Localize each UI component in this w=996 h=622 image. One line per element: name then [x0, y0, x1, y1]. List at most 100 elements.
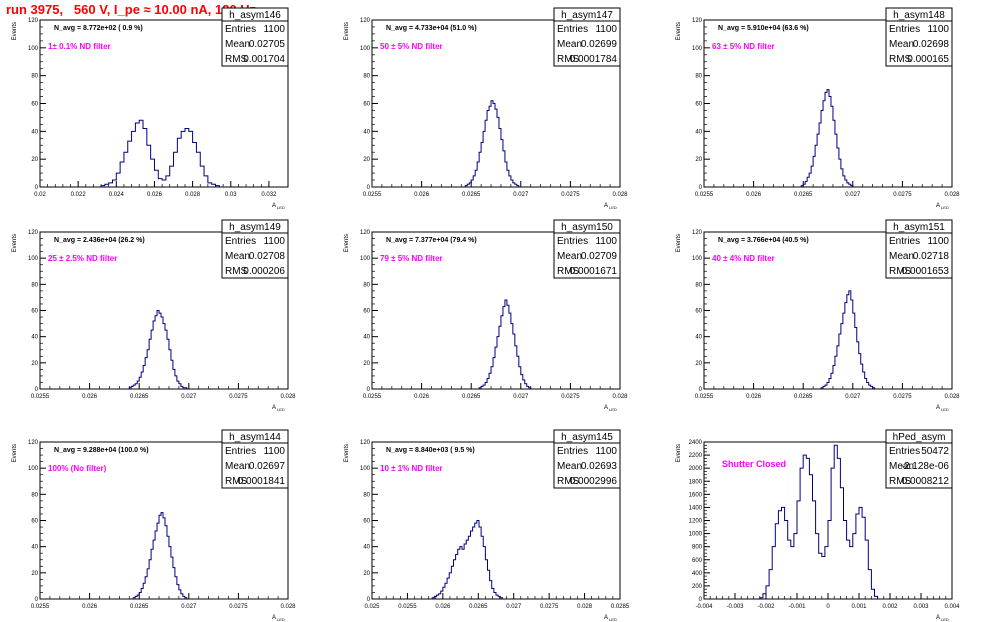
- x-axis-title-subscript: LED: [609, 205, 617, 210]
- y-tick-label: 20: [363, 571, 370, 577]
- filter-label: 10 ± 1% ND filter: [380, 464, 443, 473]
- x-tick-label: 0.028: [577, 604, 593, 610]
- stats-mean-value: 0.02697: [249, 461, 286, 472]
- x-axis-title: A: [272, 203, 276, 209]
- x-tick-label: 0.0275: [229, 394, 248, 400]
- stats-rms-label: RMS: [889, 476, 912, 487]
- navg-label: N_avg = 7.377e+04 (79.4 %): [386, 237, 477, 244]
- x-axis-title: A: [936, 203, 940, 209]
- x-tick-label: 0.028: [185, 192, 201, 198]
- stats-box: [221, 429, 289, 489]
- y-tick-label: 2400: [689, 440, 703, 446]
- y-tick-label: 80: [363, 282, 370, 288]
- stats-mean-value: -2.128e-06: [901, 461, 950, 472]
- x-tick-label: 0.027: [181, 604, 197, 610]
- y-tick-label: 1800: [689, 479, 703, 485]
- y-tick-label: 80: [363, 492, 370, 498]
- x-tick-label: 0.0275: [893, 394, 912, 400]
- y-tick-label: 2000: [689, 466, 703, 472]
- stats-mean-label: Mean: [889, 251, 914, 262]
- x-axis-title: A: [272, 405, 276, 411]
- histogram-series-h_asym145: [431, 520, 503, 599]
- stats-entries-label: Entries: [557, 446, 588, 457]
- stats-mean-value: 0.02708: [249, 251, 286, 262]
- stats-hist-name: h_asym148: [893, 10, 945, 21]
- x-axis-title: A: [936, 405, 940, 411]
- y-tick-label: 120: [692, 18, 703, 24]
- stats-entries-value: 50472: [921, 446, 949, 457]
- stats-entries-label: Entries: [225, 446, 256, 457]
- y-tick-label: 20: [695, 157, 702, 163]
- filter-label: 25 ± 2.5% ND filter: [48, 254, 117, 263]
- stats-entries-value: 1100: [927, 24, 949, 35]
- y-tick-label: 120: [692, 230, 703, 236]
- stats-entries-value: 1100: [927, 236, 949, 247]
- x-axis-title-subscript: LED: [941, 205, 949, 210]
- histogram-panel-h_asym151: 0 20 40 60 80 100 120 0.0255 0.026 0.0265 0.027 0.0…: [676, 219, 960, 412]
- histogram-series-h_asym144: [132, 512, 188, 599]
- x-tick-label: 0.002: [882, 604, 898, 610]
- stats-entries-value: 1100: [263, 446, 285, 457]
- stats-box: [553, 429, 621, 489]
- stats-mean-value: 0.02699: [581, 39, 618, 50]
- y-tick-label: 40: [363, 335, 370, 341]
- x-tick-label: 0.0255: [363, 192, 382, 198]
- x-tick-label: 0.026: [746, 394, 762, 400]
- stats-mean-value: 0.02698: [913, 39, 950, 50]
- navg-label: N_avg = 3.766e+04 (40.5 %): [718, 237, 809, 244]
- stats-rms-value: 0.0001671: [570, 266, 618, 277]
- y-tick-label: 80: [31, 74, 38, 80]
- x-tick-label: 0.0285: [611, 604, 630, 610]
- stats-hist-name: h_asym150: [561, 222, 613, 233]
- y-tick-label: 20: [363, 157, 370, 163]
- y-tick-label: 100: [692, 46, 703, 52]
- y-tick-label: 1000: [689, 532, 703, 538]
- stats-entries-label: Entries: [889, 24, 920, 35]
- y-axis-title: Events: [344, 444, 350, 462]
- histogram-series-h_asym147: [464, 100, 520, 187]
- stats-mean-value: 0.02718: [913, 251, 950, 262]
- histogram-series-h_asym150: [478, 299, 532, 389]
- histogram-panel-h_asym147: 0 20 40 60 80 100 120 0.0255 0.026 0.0265 0.027 0.0…: [344, 7, 628, 210]
- y-tick-label: 20: [31, 157, 38, 163]
- x-tick-label: 0.028: [280, 604, 296, 610]
- stats-rms-value: 0.0002996: [570, 476, 618, 487]
- filter-label: Shutter Closed: [722, 459, 786, 469]
- stats-rms-value: 0.0008212: [902, 476, 950, 487]
- x-tick-label: 0.027: [845, 394, 861, 400]
- stats-rms-value: 0.001704: [243, 54, 285, 65]
- y-axis-title: Events: [12, 22, 18, 40]
- stats-entries-value: 1100: [595, 236, 617, 247]
- stats-entries-value: 1100: [263, 236, 285, 247]
- y-tick-label: 20: [31, 361, 38, 367]
- stats-box: [553, 7, 621, 67]
- filter-label: 63 ± 5% ND filter: [712, 42, 775, 51]
- stats-box: [221, 219, 289, 279]
- x-tick-label: 0.027: [513, 394, 529, 400]
- stats-mean-label: Mean: [225, 39, 250, 50]
- stats-hist-name: h_asym149: [229, 222, 281, 233]
- x-axis-title: A: [272, 615, 276, 621]
- histogram-panel-h_asym150: 0 20 40 60 80 100 120 0.0255 0.026 0.0265 0.027 0.0…: [344, 219, 628, 412]
- x-tick-label: 0.0255: [695, 192, 714, 198]
- y-axis-title: Events: [676, 22, 682, 40]
- y-tick-label: 400: [692, 571, 703, 577]
- stats-entries-label: Entries: [557, 24, 588, 35]
- stats-hist-name: h_asym145: [561, 432, 613, 443]
- stats-rms-value: 0.000206: [243, 266, 285, 277]
- x-axis-title-subscript: LED: [609, 407, 617, 412]
- x-tick-label: 0.004: [944, 604, 960, 610]
- x-tick-label: 0.0275: [229, 604, 248, 610]
- y-tick-label: 120: [360, 230, 371, 236]
- y-tick-label: 80: [695, 282, 702, 288]
- x-axis-title-subscript: LED: [277, 407, 285, 412]
- histogram-series-h_asym148: [800, 89, 854, 187]
- stats-rms-label: RMS: [557, 476, 580, 487]
- y-tick-label: 60: [363, 102, 370, 108]
- navg-label: N_avg = 8.840e+03 ( 9.5 %): [386, 447, 475, 454]
- filter-label: 79 ± 5% ND filter: [380, 254, 443, 263]
- y-tick-label: 0: [699, 597, 703, 603]
- navg-label: N_avg = 4.733e+04 (51.0 %): [386, 25, 477, 32]
- x-tick-label: 0.027: [513, 192, 529, 198]
- y-tick-label: 200: [692, 584, 703, 590]
